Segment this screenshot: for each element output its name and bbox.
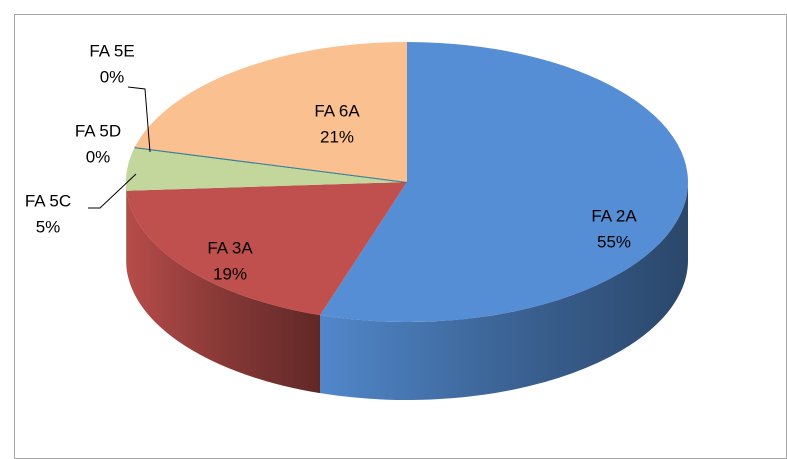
slice-label: FA 5E <box>89 41 134 60</box>
slice-label: FA 2A <box>591 206 637 225</box>
slice-side-shade <box>126 190 321 394</box>
slice <box>320 42 688 322</box>
slice-value-label: 0% <box>86 147 111 166</box>
slice-label: FA 5D <box>75 121 121 140</box>
slice-label: FA 3A <box>207 238 253 257</box>
pie <box>126 42 688 401</box>
slice-value-label: 0% <box>100 67 125 86</box>
slice-value-label: 55% <box>597 232 631 251</box>
slice-label: FA 6A <box>314 101 360 120</box>
slice-value-label: 21% <box>320 127 354 146</box>
leader-line <box>88 173 137 209</box>
slice-side-shade <box>126 182 127 269</box>
slice-label: FA 5C <box>25 191 71 210</box>
labels: FA 2A 55% FA 3A 19% FA 5C 5% FA 5D 0% FA 5E 0% FA … <box>25 41 637 283</box>
slice-side-shade <box>320 182 688 401</box>
leader-line <box>127 86 151 153</box>
slice <box>126 182 407 316</box>
slice-value-label: 19% <box>213 264 247 283</box>
slice <box>126 147 407 191</box>
slice <box>134 42 407 182</box>
slice-value-label: 5% <box>36 217 61 236</box>
